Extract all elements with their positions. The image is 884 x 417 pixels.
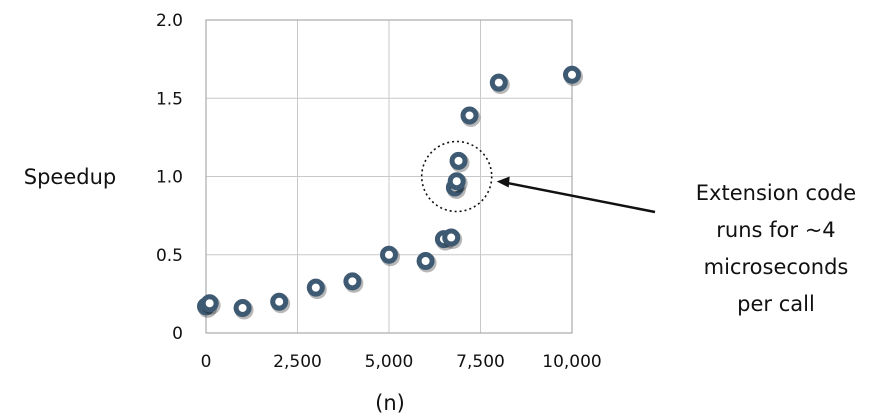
annotation-line: runs for ~4 [716,218,835,242]
callout-arrowhead [496,176,510,188]
grid-lines [205,19,573,334]
y-tick-label: 0.5 [156,246,183,266]
data-point [447,172,466,191]
x-tick-label: 0 [201,352,212,372]
y-tick-label: 1.5 [156,89,183,109]
y-tick-label: 0 [172,324,183,344]
annotation-line: Extension code [696,181,856,205]
annotation-line: microseconds [704,255,849,279]
plot-border [205,19,573,334]
x-tick-label: 2,500 [273,352,322,372]
data-point [306,278,325,297]
callout [420,140,656,214]
x-axis-title: (n) [375,391,405,415]
data-point [563,65,581,84]
data-point [460,106,479,125]
annotation-line: per call [737,292,815,316]
data-point [270,292,289,311]
data-point [416,252,435,271]
data-point [489,73,508,92]
data-point [233,298,252,317]
x-tick-label: 10,000 [542,352,601,372]
callout-arrow-line [504,181,656,214]
y-tick-label: 1.0 [156,168,183,188]
data-point [449,151,468,170]
y-tick-label: 2.0 [156,11,183,31]
y-axis-title: Speedup [24,165,116,189]
data-point [380,245,398,264]
annotation-text: Extension code runs for ~4 microseconds per… [696,181,856,316]
data-point [343,272,362,291]
x-tick-label: 5,000 [365,352,414,372]
data-points [197,65,583,320]
data-point [442,228,461,247]
highlight-circle [420,140,493,213]
tick-labels: 0 2,500 5,000 7,500 10,000 0 0.5 1.0 1.5 2.0 [156,11,602,372]
data-point [200,294,219,313]
x-tick-label: 7,500 [456,352,505,372]
